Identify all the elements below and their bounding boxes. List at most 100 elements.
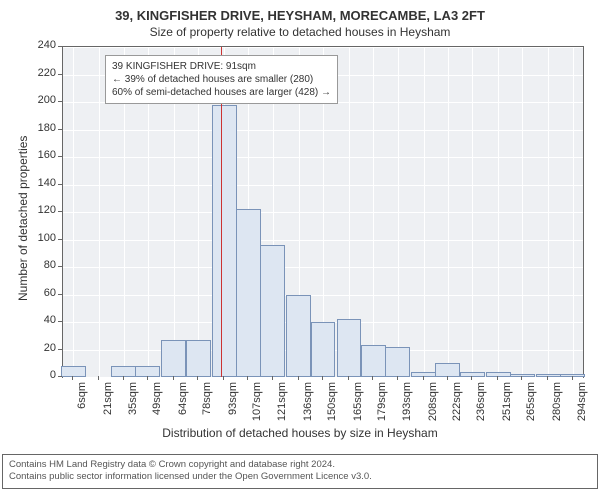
histogram-bar bbox=[161, 340, 186, 377]
x-tick-label: 93sqm bbox=[227, 382, 239, 432]
x-tick-mark bbox=[173, 376, 174, 380]
annotation-box: 39 KINGFISHER DRIVE: 91sqm← 39% of detac… bbox=[105, 55, 338, 104]
y-tick-mark bbox=[58, 184, 62, 185]
x-tick-label: 150sqm bbox=[326, 382, 338, 432]
x-tick-label: 280sqm bbox=[551, 382, 563, 432]
x-tick-mark bbox=[247, 376, 248, 380]
x-tick-mark bbox=[322, 376, 323, 380]
x-tick-mark bbox=[223, 376, 224, 380]
gridline-v bbox=[522, 47, 523, 377]
x-tick-label: 179sqm bbox=[376, 382, 388, 432]
x-tick-label: 208sqm bbox=[427, 382, 439, 432]
x-tick-label: 251sqm bbox=[501, 382, 513, 432]
y-tick-mark bbox=[58, 74, 62, 75]
x-tick-mark bbox=[147, 376, 148, 380]
histogram-bar bbox=[236, 209, 261, 377]
y-tick-mark bbox=[58, 266, 62, 267]
x-tick-label: 107sqm bbox=[251, 382, 263, 432]
chart-title-main: 39, KINGFISHER DRIVE, HEYSHAM, MORECAMBE… bbox=[0, 0, 600, 23]
y-tick-mark bbox=[58, 211, 62, 212]
gridline-v bbox=[424, 47, 425, 377]
annotation-line1: 39 KINGFISHER DRIVE: 91sqm bbox=[112, 60, 331, 73]
x-tick-mark bbox=[123, 376, 124, 380]
y-tick-mark bbox=[58, 294, 62, 295]
y-tick-mark bbox=[58, 46, 62, 47]
y-tick-label: 40 bbox=[28, 314, 56, 326]
x-tick-mark bbox=[572, 376, 573, 380]
x-tick-label: 49sqm bbox=[151, 382, 163, 432]
x-tick-label: 21sqm bbox=[102, 382, 114, 432]
gridline-v bbox=[373, 47, 374, 377]
x-tick-mark bbox=[423, 376, 424, 380]
gridline-v bbox=[448, 47, 449, 377]
x-tick-mark bbox=[197, 376, 198, 380]
y-tick-mark bbox=[58, 129, 62, 130]
histogram-bar bbox=[311, 322, 336, 377]
gridline-v bbox=[573, 47, 574, 377]
y-tick-label: 220 bbox=[28, 67, 56, 79]
footer-line-2: Contains public sector information licen… bbox=[9, 471, 591, 483]
x-tick-label: 265sqm bbox=[525, 382, 537, 432]
x-tick-label: 78sqm bbox=[201, 382, 213, 432]
x-tick-mark bbox=[98, 376, 99, 380]
x-tick-mark bbox=[298, 376, 299, 380]
y-tick-mark bbox=[58, 349, 62, 350]
y-tick-label: 20 bbox=[28, 342, 56, 354]
y-tick-mark bbox=[58, 156, 62, 157]
y-tick-mark bbox=[58, 321, 62, 322]
x-tick-label: 236sqm bbox=[475, 382, 487, 432]
histogram-bar bbox=[186, 340, 211, 377]
gridline-v bbox=[548, 47, 549, 377]
histogram-chart: 39, KINGFISHER DRIVE, HEYSHAM, MORECAMBE… bbox=[0, 0, 600, 500]
x-tick-mark bbox=[521, 376, 522, 380]
x-tick-label: 121sqm bbox=[276, 382, 288, 432]
x-tick-label: 193sqm bbox=[401, 382, 413, 432]
attribution-footer: Contains HM Land Registry data © Crown c… bbox=[2, 454, 598, 489]
y-tick-mark bbox=[58, 239, 62, 240]
chart-title-sub: Size of property relative to detached ho… bbox=[0, 23, 600, 39]
histogram-bar bbox=[260, 245, 285, 377]
y-tick-label: 0 bbox=[28, 369, 56, 381]
annotation-line3: 60% of semi-detached houses are larger (… bbox=[112, 86, 331, 99]
x-tick-label: 222sqm bbox=[451, 382, 463, 432]
gridline-h bbox=[63, 377, 583, 378]
x-tick-mark bbox=[348, 376, 349, 380]
x-tick-label: 165sqm bbox=[352, 382, 364, 432]
x-tick-mark bbox=[272, 376, 273, 380]
histogram-bar bbox=[435, 363, 460, 377]
y-tick-label: 60 bbox=[28, 287, 56, 299]
x-tick-mark bbox=[72, 376, 73, 380]
annotation-line2: ← 39% of detached houses are smaller (28… bbox=[112, 73, 331, 86]
plot-area: 39 KINGFISHER DRIVE: 91sqm← 39% of detac… bbox=[62, 46, 584, 378]
histogram-bar bbox=[286, 295, 311, 378]
x-tick-mark bbox=[372, 376, 373, 380]
y-tick-label: 240 bbox=[28, 39, 56, 51]
x-tick-label: 64sqm bbox=[177, 382, 189, 432]
y-tick-label: 180 bbox=[28, 122, 56, 134]
gridline-v bbox=[398, 47, 399, 377]
x-tick-mark bbox=[547, 376, 548, 380]
histogram-bar bbox=[61, 366, 86, 377]
y-tick-label: 100 bbox=[28, 232, 56, 244]
histogram-bar bbox=[135, 366, 160, 377]
x-tick-mark bbox=[471, 376, 472, 380]
x-tick-mark bbox=[447, 376, 448, 380]
y-tick-label: 140 bbox=[28, 177, 56, 189]
histogram-bar bbox=[212, 105, 237, 377]
gridline-v bbox=[73, 47, 74, 377]
x-tick-mark bbox=[397, 376, 398, 380]
y-tick-label: 200 bbox=[28, 94, 56, 106]
x-tick-label: 294sqm bbox=[576, 382, 588, 432]
y-tick-label: 160 bbox=[28, 149, 56, 161]
x-tick-label: 35sqm bbox=[127, 382, 139, 432]
x-tick-label: 6sqm bbox=[76, 382, 88, 432]
histogram-bar bbox=[361, 345, 386, 377]
footer-line-1: Contains HM Land Registry data © Crown c… bbox=[9, 459, 591, 471]
y-tick-label: 120 bbox=[28, 204, 56, 216]
y-tick-mark bbox=[58, 101, 62, 102]
gridline-v bbox=[99, 47, 100, 377]
x-tick-mark bbox=[497, 376, 498, 380]
histogram-bar bbox=[385, 347, 410, 377]
histogram-bar bbox=[337, 319, 362, 377]
x-tick-label: 136sqm bbox=[302, 382, 314, 432]
